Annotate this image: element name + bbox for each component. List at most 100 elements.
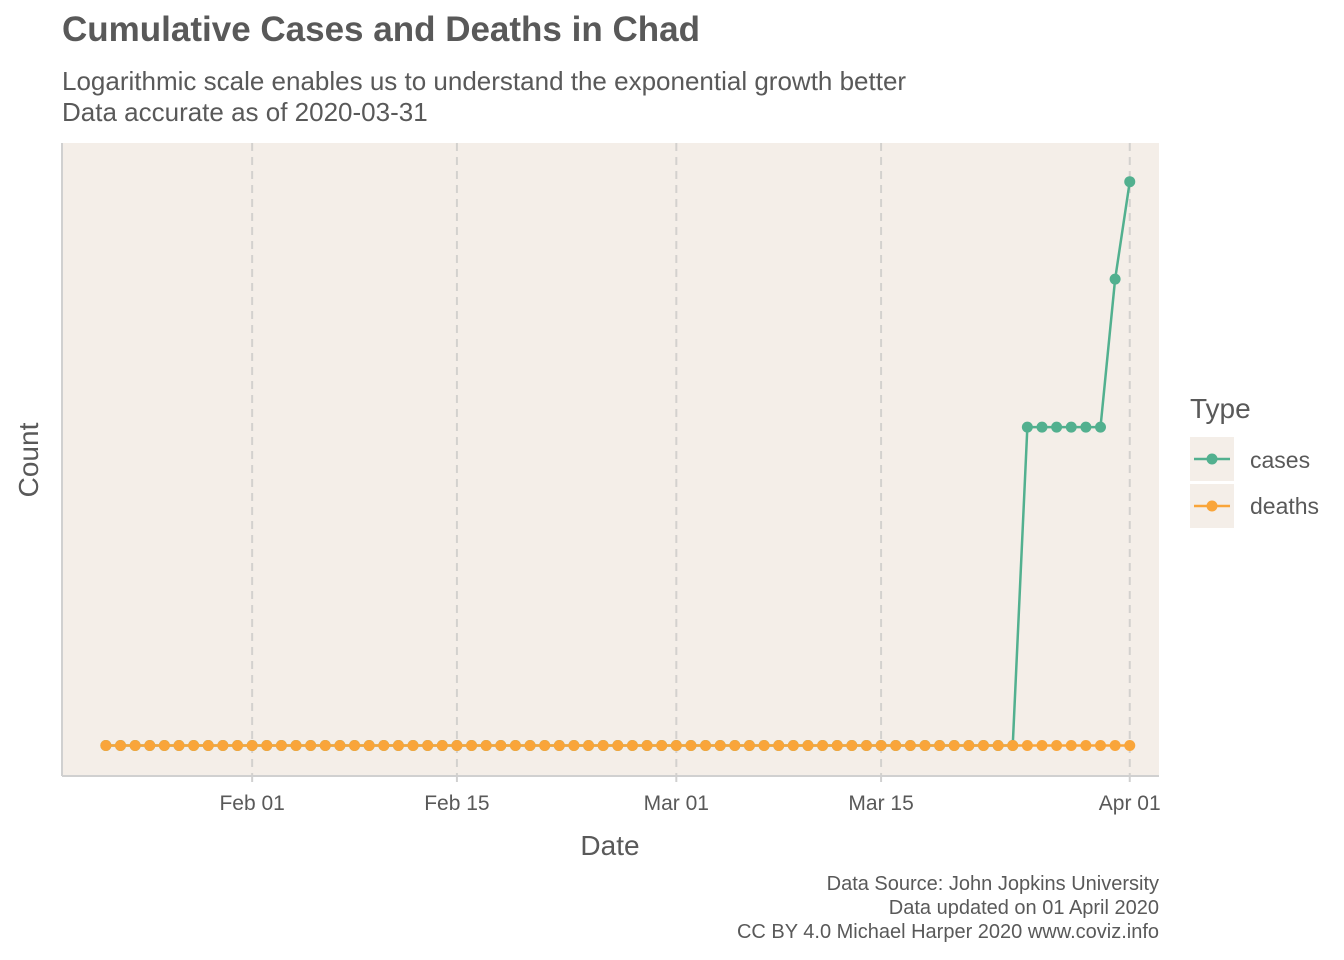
point-deaths-15	[319, 739, 331, 751]
caption-updated: Data updated on 01 April 2020	[888, 897, 1159, 919]
point-deaths-8	[217, 739, 229, 751]
point-deaths-30	[539, 739, 551, 751]
point-deaths-7	[202, 739, 214, 751]
legend-item-deaths: deaths	[1190, 484, 1319, 528]
point-cases-67	[1080, 421, 1092, 433]
point-deaths-26	[480, 739, 492, 751]
point-cases-69	[1109, 273, 1121, 285]
point-deaths-45	[758, 739, 770, 751]
point-cases-70	[1124, 176, 1136, 188]
point-deaths-59	[963, 739, 975, 751]
point-deaths-47	[787, 739, 799, 751]
point-deaths-23	[436, 739, 448, 751]
point-cases-66	[1065, 421, 1077, 433]
point-deaths-29	[524, 739, 536, 751]
series-deaths	[100, 739, 1136, 751]
plot-background	[62, 143, 1159, 776]
point-deaths-33	[583, 739, 595, 751]
subtitle-line-1: Logarithmic scale enables us to understa…	[62, 66, 907, 96]
chart-subtitle: Logarithmic scale enables us to understa…	[62, 66, 906, 128]
point-cases-68	[1094, 421, 1106, 433]
caption-source: Data Source: John Jopkins University	[826, 873, 1159, 895]
point-deaths-37	[641, 739, 653, 751]
point-deaths-55	[904, 739, 916, 751]
point-deaths-46	[773, 739, 785, 751]
point-deaths-22	[422, 739, 434, 751]
point-deaths-18	[363, 739, 375, 751]
point-deaths-53	[875, 739, 887, 751]
point-deaths-3	[144, 739, 156, 751]
point-cases-65	[1051, 421, 1063, 433]
point-deaths-61	[992, 739, 1004, 751]
legend-dot-cases	[1206, 453, 1218, 465]
point-deaths-12	[275, 739, 287, 751]
point-deaths-6	[188, 739, 200, 751]
point-deaths-19	[378, 739, 390, 751]
point-deaths-31	[553, 739, 565, 751]
point-deaths-28	[509, 739, 521, 751]
legend-label-deaths: deaths	[1250, 493, 1319, 519]
point-deaths-50	[831, 739, 843, 751]
point-deaths-66	[1065, 739, 1077, 751]
x-tick-label-2: Mar 01	[644, 792, 709, 815]
point-deaths-0	[100, 739, 112, 751]
point-deaths-10	[246, 739, 258, 751]
point-deaths-17	[349, 739, 361, 751]
x-tick-label-4: Apr 01	[1099, 792, 1161, 815]
point-deaths-68	[1094, 739, 1106, 751]
legend: Type cases deaths	[1190, 393, 1319, 528]
point-deaths-52	[860, 739, 872, 751]
point-deaths-2	[129, 739, 141, 751]
point-deaths-69	[1109, 739, 1121, 751]
y-axis-title: Count	[13, 422, 44, 497]
point-deaths-1	[115, 739, 127, 751]
point-cases-64	[1036, 421, 1048, 433]
point-deaths-43	[729, 739, 741, 751]
point-deaths-48	[802, 739, 814, 751]
point-deaths-38	[656, 739, 668, 751]
point-deaths-65	[1051, 739, 1063, 751]
x-tick-label-0: Feb 01	[219, 792, 284, 815]
point-deaths-40	[685, 739, 697, 751]
point-deaths-24	[451, 739, 463, 751]
point-deaths-42	[714, 739, 726, 751]
point-deaths-62	[1007, 739, 1019, 751]
point-deaths-16	[334, 739, 346, 751]
point-deaths-35	[612, 739, 624, 751]
point-deaths-57	[934, 739, 946, 751]
point-deaths-56	[919, 739, 931, 751]
point-deaths-60	[977, 739, 989, 751]
caption-license: CC BY 4.0 Michael Harper 2020 www.coviz.…	[736, 921, 1159, 943]
point-deaths-51	[846, 739, 858, 751]
point-deaths-27	[495, 739, 507, 751]
point-deaths-25	[466, 739, 478, 751]
point-deaths-13	[290, 739, 302, 751]
point-deaths-11	[261, 739, 273, 751]
series-layer	[100, 176, 1136, 751]
point-deaths-54	[890, 739, 902, 751]
point-deaths-41	[700, 739, 712, 751]
gridlines	[251, 143, 1131, 776]
point-deaths-34	[597, 739, 609, 751]
point-deaths-67	[1080, 739, 1092, 751]
point-deaths-32	[568, 739, 580, 751]
subtitle-line-2: Data accurate as of 2020-03-31	[62, 97, 428, 127]
point-deaths-4	[158, 739, 170, 751]
point-deaths-63	[1021, 739, 1033, 751]
point-cases-63	[1021, 421, 1033, 433]
point-deaths-39	[670, 739, 682, 751]
point-deaths-44	[743, 739, 755, 751]
x-axis-title: Date	[580, 830, 639, 861]
x-tick-label-1: Feb 15	[424, 792, 489, 815]
legend-title: Type	[1190, 393, 1251, 424]
point-deaths-14	[305, 739, 317, 751]
point-deaths-49	[817, 739, 829, 751]
point-deaths-21	[407, 739, 419, 751]
chart-title: Cumulative Cases and Deaths in Chad	[62, 10, 700, 49]
x-ticks: Feb 01 Feb 15 Mar 01 Mar 15 Apr 01	[219, 776, 1161, 815]
point-deaths-5	[173, 739, 185, 751]
point-deaths-64	[1036, 739, 1048, 751]
x-tick-label-3: Mar 15	[848, 792, 913, 815]
legend-label-cases: cases	[1250, 447, 1310, 473]
